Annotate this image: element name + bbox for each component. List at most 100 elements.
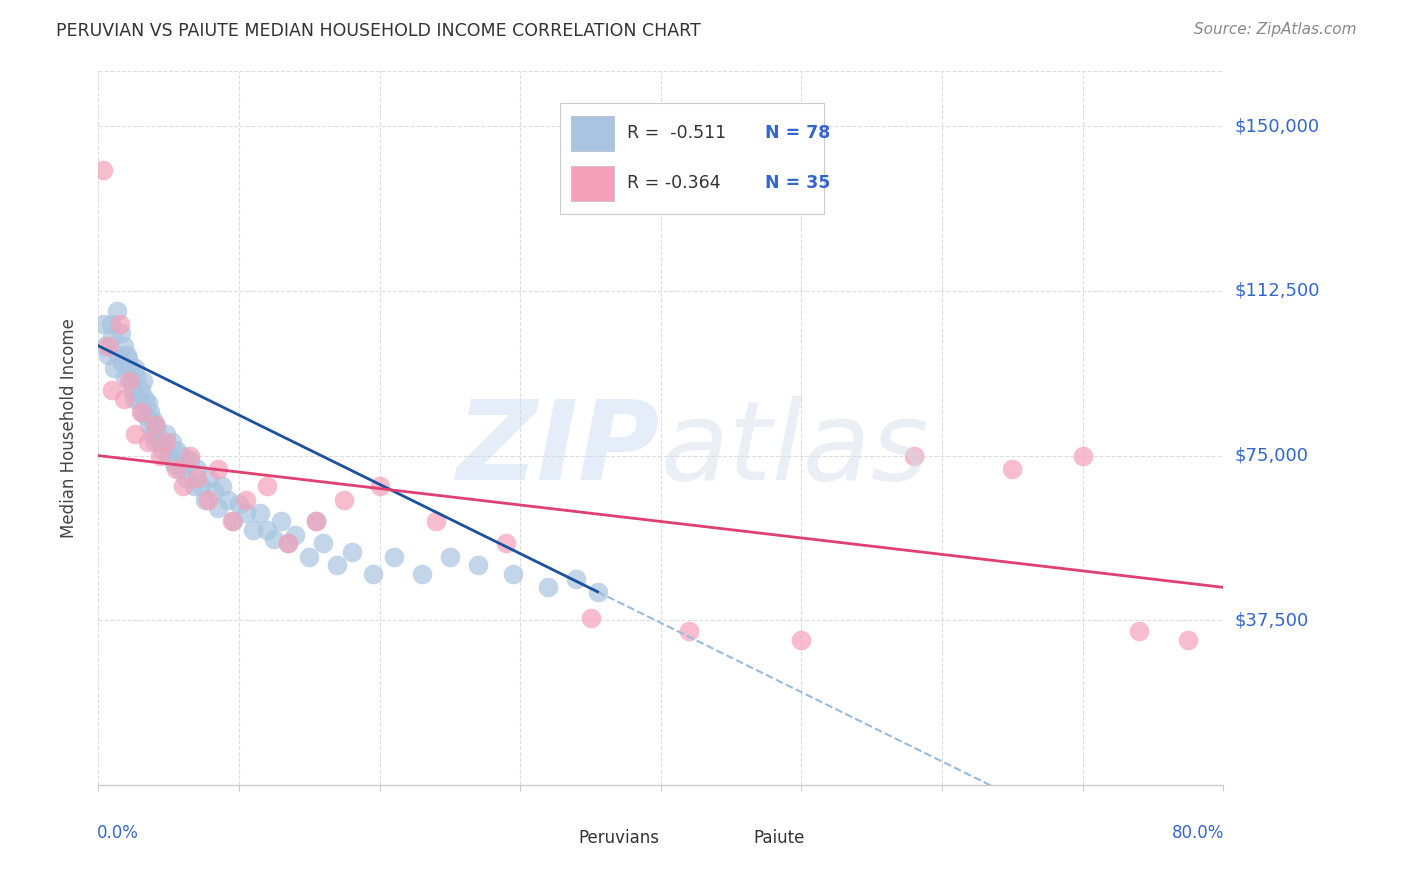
Point xyxy=(110,326,132,340)
Point xyxy=(143,417,166,432)
Point xyxy=(228,497,250,511)
Point xyxy=(135,409,157,423)
Point xyxy=(114,369,136,384)
Point xyxy=(298,549,321,564)
Point xyxy=(1128,624,1150,639)
Point xyxy=(183,479,205,493)
Point xyxy=(305,515,328,529)
Bar xyxy=(526,823,565,854)
Point xyxy=(333,492,356,507)
Point xyxy=(142,413,165,427)
Point xyxy=(221,515,243,529)
Point xyxy=(186,470,208,484)
Text: 80.0%: 80.0% xyxy=(1173,824,1225,842)
Point xyxy=(103,360,125,375)
Bar xyxy=(700,823,740,854)
Point xyxy=(903,449,925,463)
Point xyxy=(207,462,229,476)
Point xyxy=(172,449,194,463)
Point xyxy=(495,536,517,550)
Point xyxy=(115,348,138,362)
Point xyxy=(565,572,588,586)
Point xyxy=(149,435,172,450)
Text: Source: ZipAtlas.com: Source: ZipAtlas.com xyxy=(1194,22,1357,37)
Point xyxy=(91,163,114,178)
Point xyxy=(235,506,257,520)
Point xyxy=(165,462,187,476)
Text: atlas: atlas xyxy=(661,396,929,503)
Point xyxy=(207,501,229,516)
Point xyxy=(105,303,128,318)
Text: Peruvians: Peruvians xyxy=(579,830,659,847)
Text: R = -0.364: R = -0.364 xyxy=(627,175,721,193)
Point xyxy=(186,462,208,476)
Point xyxy=(179,453,201,467)
Point xyxy=(112,392,135,406)
Point xyxy=(249,506,271,520)
Point xyxy=(117,351,139,366)
Text: Paiute: Paiute xyxy=(754,830,804,847)
Text: $75,000: $75,000 xyxy=(1234,447,1309,465)
Text: $112,500: $112,500 xyxy=(1234,282,1320,300)
Point xyxy=(179,449,201,463)
Point xyxy=(284,527,307,541)
Point xyxy=(120,374,142,388)
Point xyxy=(242,523,264,537)
Point xyxy=(340,545,363,559)
Point xyxy=(169,462,191,476)
Text: $37,500: $37,500 xyxy=(1234,611,1309,629)
Point xyxy=(149,449,172,463)
Point xyxy=(111,356,134,370)
Point xyxy=(1071,449,1094,463)
Text: PERUVIAN VS PAIUTE MEDIAN HOUSEHOLD INCOME CORRELATION CHART: PERUVIAN VS PAIUTE MEDIAN HOUSEHOLD INCO… xyxy=(56,22,702,40)
Point xyxy=(222,515,245,529)
Point xyxy=(163,458,186,472)
Point xyxy=(790,633,813,648)
Point xyxy=(143,435,166,450)
Point xyxy=(411,567,433,582)
Point xyxy=(1177,633,1199,648)
Point xyxy=(202,483,225,498)
Point xyxy=(425,515,447,529)
Point xyxy=(155,435,177,450)
Point xyxy=(97,348,120,362)
Point xyxy=(108,317,131,331)
Text: R =  -0.511: R = -0.511 xyxy=(627,125,727,143)
Point xyxy=(124,360,146,375)
Point xyxy=(326,558,349,573)
Point xyxy=(263,532,285,546)
Point xyxy=(112,339,135,353)
Point xyxy=(361,567,384,582)
Point xyxy=(152,444,174,458)
Point xyxy=(312,536,335,550)
Point xyxy=(121,383,143,397)
Point xyxy=(146,426,169,441)
Point xyxy=(172,479,194,493)
Text: $150,000: $150,000 xyxy=(1234,117,1320,136)
Point xyxy=(125,369,148,384)
Point xyxy=(174,470,197,484)
Point xyxy=(537,580,560,594)
Point xyxy=(368,479,391,493)
Point xyxy=(502,567,524,582)
Point xyxy=(118,374,141,388)
Point xyxy=(124,426,146,441)
Point xyxy=(256,479,278,493)
Point xyxy=(166,444,188,458)
Point xyxy=(235,492,257,507)
Text: 0.0%: 0.0% xyxy=(97,824,139,842)
Point xyxy=(145,417,167,432)
Point xyxy=(277,536,299,550)
Point xyxy=(91,317,114,331)
FancyBboxPatch shape xyxy=(560,103,824,214)
Point xyxy=(157,449,180,463)
Point xyxy=(141,426,163,441)
Point xyxy=(127,392,149,406)
Point xyxy=(131,405,153,419)
Point xyxy=(94,339,117,353)
Point xyxy=(100,317,122,331)
Point xyxy=(467,558,489,573)
Point xyxy=(134,392,156,406)
Text: ZIP: ZIP xyxy=(457,396,661,503)
Point xyxy=(190,479,212,493)
